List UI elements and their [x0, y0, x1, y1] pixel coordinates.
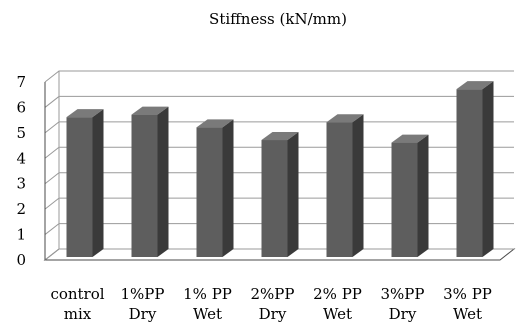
bar-top: [261, 132, 299, 141]
bar-side: [157, 106, 169, 257]
y-tick-label: 5: [16, 124, 26, 142]
bar-top: [66, 109, 104, 118]
bar-side: [287, 132, 299, 257]
y-tick-label: 3: [16, 175, 26, 193]
bar-front: [456, 89, 483, 258]
bar-side: [482, 81, 494, 258]
y-tick-label: 6: [16, 98, 26, 116]
y-tick-label: 0: [16, 251, 26, 269]
bar: [456, 81, 494, 258]
bar-front: [196, 127, 223, 257]
x-axis-labels: control mix 1%PP Dry 1% PP Wet 2%PP Dry 2% PP Wet…: [50, 285, 491, 323]
bar-top: [131, 106, 169, 115]
bar: [131, 106, 169, 257]
bar-front: [391, 142, 418, 257]
bar-top: [456, 81, 494, 90]
bar-front: [326, 122, 353, 257]
x-tick-label: 3% PP Wet: [443, 285, 492, 323]
y-tick-label: 2: [16, 200, 26, 218]
x-tick-label: 1%PP Dry: [121, 285, 165, 323]
bar-front: [66, 117, 93, 258]
y-tick-label: 1: [16, 226, 26, 244]
x-tick-label: control mix: [50, 285, 104, 323]
x-tick-label: 3%PP Dry: [381, 285, 425, 323]
bar-side: [222, 119, 234, 257]
bar: [66, 109, 104, 258]
bar: [261, 132, 299, 257]
bar-front: [131, 114, 158, 257]
chart-title: Stiffness (kN/mm): [209, 10, 347, 28]
y-axis-ticks: 0 1 2 3 4 5 6 7: [16, 73, 26, 269]
bar-side: [417, 134, 429, 257]
y-tick-label: 7: [16, 73, 26, 91]
bar-top: [391, 134, 429, 143]
x-tick-label: 1% PP Wet: [183, 285, 232, 323]
bar: [326, 114, 364, 257]
x-tick-label: 2%PP Dry: [251, 285, 295, 323]
x-tick-label: 2% PP Wet: [313, 285, 362, 323]
bar-side: [352, 114, 364, 257]
bar-top: [326, 114, 364, 123]
bars: [66, 81, 494, 258]
bar: [196, 119, 234, 257]
bar: [391, 134, 429, 257]
y-tick-label: 4: [16, 149, 26, 167]
bar-side: [92, 109, 104, 258]
bar-front: [261, 140, 288, 257]
bar-top: [196, 119, 234, 128]
